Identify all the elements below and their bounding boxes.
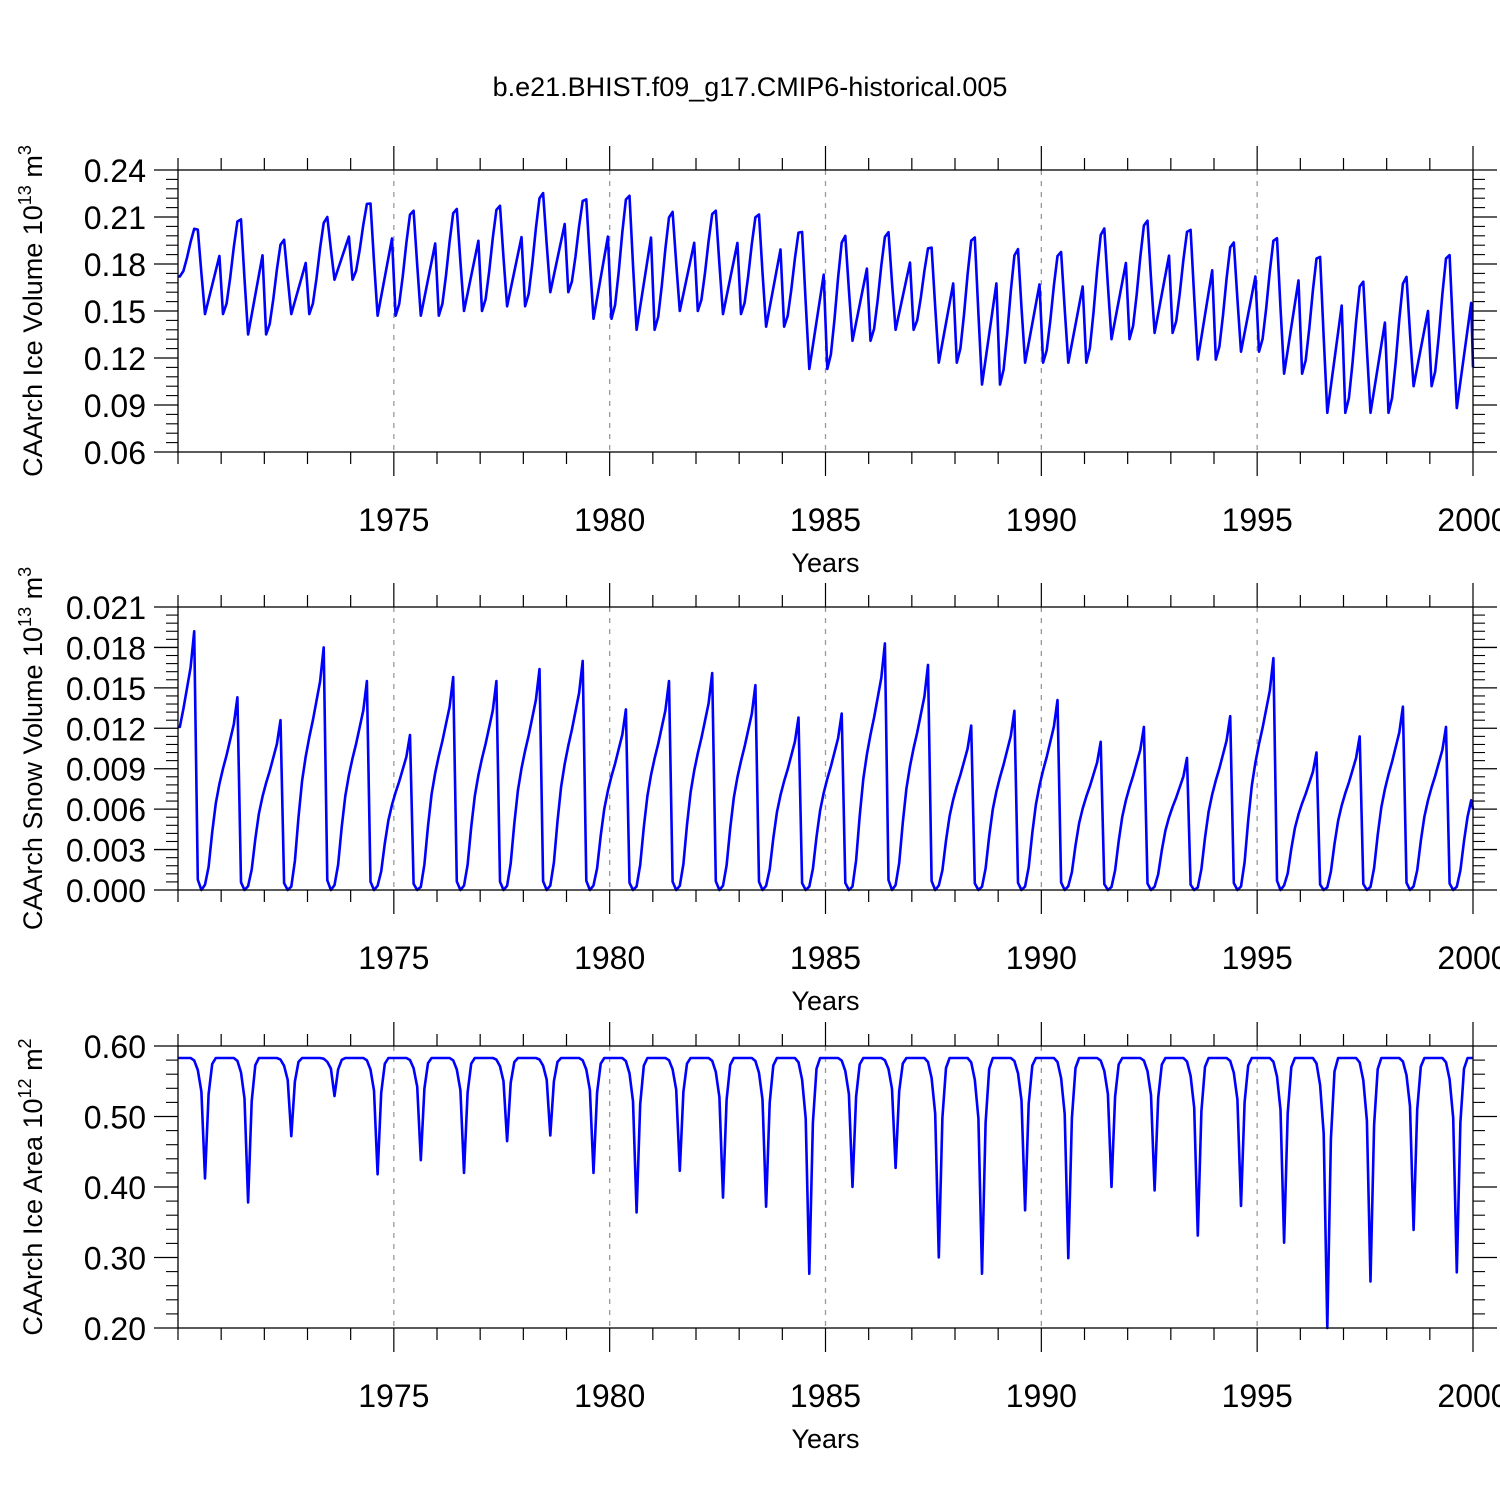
x-axis-label: Years bbox=[791, 986, 859, 1016]
y-tick-label: 0.021 bbox=[66, 590, 146, 626]
y-tick-label: 0.018 bbox=[66, 630, 146, 666]
y-axis-label-main: CAArch Ice Area 10 bbox=[18, 1098, 48, 1335]
x-tick-label: 1985 bbox=[790, 502, 861, 538]
y-tick-label: 0.20 bbox=[84, 1311, 146, 1347]
x-tick-label: 1980 bbox=[574, 502, 645, 538]
series-line bbox=[178, 191, 1475, 415]
x-tick-label: 1980 bbox=[574, 940, 645, 976]
y-tick-label: 0.015 bbox=[66, 671, 146, 707]
x-tick-label: 1985 bbox=[790, 940, 861, 976]
x-tick-label: 1980 bbox=[574, 1378, 645, 1414]
x-tick-label: 1990 bbox=[1006, 940, 1077, 976]
x-tick-label: 1985 bbox=[790, 1378, 861, 1414]
y-tick-label: 0.012 bbox=[66, 711, 146, 747]
y-tick-label: 0.06 bbox=[84, 435, 146, 471]
series-line bbox=[177, 630, 1475, 892]
y-axis-label-main: CAArch Snow Volume 10 bbox=[18, 627, 48, 930]
x-tick-label: 1995 bbox=[1222, 1378, 1293, 1414]
y-tick-label: 0.009 bbox=[66, 752, 146, 788]
y-tick-label: 0.40 bbox=[84, 1170, 146, 1206]
x-tick-label: 2000 bbox=[1437, 1378, 1500, 1414]
panel-snow-volume: 0.000 0.003 0.006 0.009 0.012 0.015 0.018 0.021… bbox=[15, 567, 1500, 1016]
y-axis-label-exponent: 13 bbox=[15, 185, 35, 205]
y-tick-label: 0.003 bbox=[66, 833, 146, 869]
y-tick-label: 0.15 bbox=[84, 294, 146, 330]
y-tick-label: 0.60 bbox=[84, 1029, 146, 1065]
x-tick-label: 1990 bbox=[1006, 502, 1077, 538]
y-tick-label: 0.30 bbox=[84, 1241, 146, 1277]
series-line bbox=[178, 1056, 1473, 1330]
y-tick-label: 0.18 bbox=[84, 247, 146, 283]
y-tick-label: 0.000 bbox=[66, 873, 146, 909]
x-tick-label: 1990 bbox=[1006, 1378, 1077, 1414]
y-tick-label: 0.12 bbox=[84, 341, 146, 377]
x-tick-label: 2000 bbox=[1437, 940, 1500, 976]
y-axis-label: CAArch Snow Volume 1013 m3 bbox=[15, 567, 48, 930]
x-tick-label: 1975 bbox=[358, 502, 429, 538]
y-tick-label: 0.006 bbox=[66, 792, 146, 828]
chart-title: b.e21.BHIST.f09_g17.CMIP6-historical.005 bbox=[493, 72, 1008, 102]
x-axis-label: Years bbox=[791, 548, 859, 578]
panel-ice-volume: 0.06 0.09 0.12 0.15 0.18 0.21 0.24 1975 1980 1985… bbox=[15, 145, 1500, 578]
y-tick-label: 0.50 bbox=[84, 1100, 146, 1136]
plot-frame bbox=[177, 606, 1474, 891]
y-tick-label: 0.21 bbox=[84, 200, 146, 236]
y-axis-label-unit-exponent: 3 bbox=[15, 567, 35, 577]
y-axis-label: CAArch Ice Volume 1013 m3 bbox=[15, 145, 48, 477]
panel-ice-area: 0.20 0.30 0.40 0.50 0.60 1975 1980 1985 1990 1995… bbox=[15, 1022, 1500, 1454]
y-axis-label: CAArch Ice Area 1012 m2 bbox=[15, 1038, 48, 1335]
y-axis-label-unit: m bbox=[18, 577, 48, 607]
y-axis-label-exponent: 12 bbox=[15, 1078, 35, 1098]
x-tick-label: 2000 bbox=[1437, 502, 1500, 538]
y-axis-label-exponent: 13 bbox=[15, 607, 35, 627]
x-axis-label: Years bbox=[791, 1424, 859, 1454]
x-tick-label: 1995 bbox=[1222, 940, 1293, 976]
y-axis-label-unit-exponent: 2 bbox=[15, 1038, 35, 1048]
y-axis-label-unit-exponent: 3 bbox=[15, 145, 35, 155]
x-tick-label: 1975 bbox=[358, 1378, 429, 1414]
y-axis-label-main: CAArch Ice Volume 10 bbox=[18, 205, 48, 477]
y-axis-label-unit: m bbox=[18, 1048, 48, 1078]
x-tick-label: 1975 bbox=[358, 940, 429, 976]
x-tick-label: 1995 bbox=[1222, 502, 1293, 538]
y-tick-label: 0.09 bbox=[84, 388, 146, 424]
y-tick-label: 0.24 bbox=[84, 153, 146, 189]
y-axis-label-unit: m bbox=[18, 155, 48, 185]
